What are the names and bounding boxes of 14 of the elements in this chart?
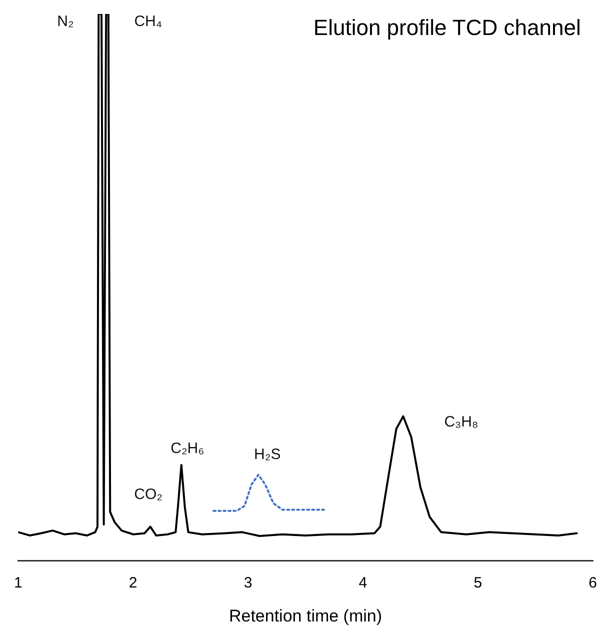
x-tick-label: 2 — [128, 574, 138, 592]
chart-title: Elution profile TCD channel — [313, 15, 581, 40]
x-tick-label: 3 — [244, 574, 252, 592]
x-axis-title: Retention time (min) — [228, 606, 382, 626]
x-tick-label: 5 — [474, 574, 482, 592]
annotation: N₂ — [57, 13, 74, 30]
annotation: C₂H₆ — [170, 440, 204, 458]
annotation: CO₂ — [134, 486, 163, 503]
x-tick-label: 6 — [588, 574, 597, 592]
x-tick-label: 4 — [358, 574, 368, 592]
annotation: CH₄ — [134, 13, 162, 30]
annotation: H₂S — [254, 446, 281, 463]
annotation: C₃H₈ — [444, 413, 478, 430]
x-tick-label: 1 — [14, 574, 22, 592]
